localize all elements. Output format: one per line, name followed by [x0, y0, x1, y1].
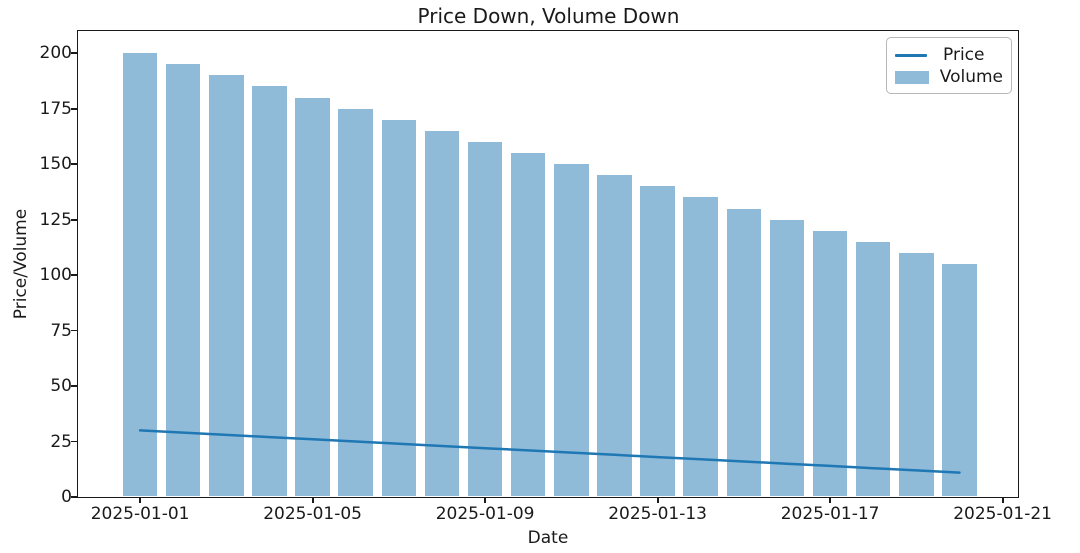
- price-line-path: [138, 429, 961, 474]
- y-tick-mark: [71, 329, 77, 332]
- y-tick-label: 200: [39, 43, 72, 64]
- y-tick-label: 125: [39, 209, 72, 230]
- y-tick-mark: [71, 163, 77, 166]
- y-tick-mark: [71, 107, 77, 110]
- x-tick-mark: [1001, 497, 1004, 503]
- y-tick-mark: [71, 440, 77, 443]
- volume-bar: [726, 208, 762, 496]
- y-tick-label: 150: [39, 154, 72, 175]
- y-tick-mark: [71, 385, 77, 387]
- volume-bar: [424, 130, 460, 496]
- x-tick-mark: [484, 497, 486, 503]
- volume-bar: [855, 241, 891, 496]
- volume-bar: [510, 153, 546, 496]
- y-tick-label: 100: [39, 265, 72, 286]
- x-tick-mark: [139, 497, 141, 503]
- y-tick-label: 0: [61, 487, 72, 507]
- y-tick-label: 25: [50, 431, 72, 452]
- x-tick-label: 2025-01-21: [953, 504, 1052, 524]
- x-tick-label: 2025-01-05: [263, 504, 362, 524]
- volume-bar: [812, 230, 848, 496]
- x-tick-label: 2025-01-17: [780, 504, 880, 524]
- legend-line-swatch: [895, 54, 927, 57]
- legend-swatch-wrap: [895, 71, 932, 84]
- x-tick-mark: [311, 497, 314, 503]
- volume-bar: [295, 97, 330, 496]
- y-tick-label: 50: [50, 376, 72, 397]
- y-tick-label: 175: [39, 98, 72, 119]
- volume-bar: [899, 252, 934, 496]
- x-tick-mark: [829, 497, 831, 503]
- legend-item-price: Price: [895, 45, 1003, 66]
- x-tick-label: 2025-01-13: [608, 504, 707, 524]
- y-tick-mark: [71, 274, 77, 276]
- y-tick-mark: [71, 496, 77, 498]
- volume-bar: [640, 186, 675, 496]
- volume-bar: [683, 197, 718, 496]
- price-line: [138, 429, 961, 474]
- volume-bar: [209, 75, 244, 496]
- legend-label-volume: Volume: [939, 67, 1003, 87]
- legend-item-volume: Volume: [895, 67, 1003, 88]
- x-axis-label: Date: [527, 528, 569, 548]
- volume-bar: [597, 175, 632, 496]
- volume-bar: [338, 108, 373, 496]
- chart-title: Price Down, Volume Down: [417, 4, 680, 28]
- volume-bar: [942, 264, 977, 496]
- y-tick-mark: [71, 52, 77, 55]
- plot-area: [77, 30, 1019, 498]
- legend: Price Volume: [886, 37, 1012, 94]
- volume-bar: [122, 53, 158, 496]
- volume-bar: [381, 119, 417, 496]
- legend-patch-swatch: [895, 71, 929, 84]
- volume-bar: [769, 219, 805, 496]
- legend-label-price: Price: [943, 45, 985, 65]
- x-tick-label: 2025-01-01: [90, 504, 190, 524]
- y-tick-label: 75: [50, 320, 72, 341]
- volume-bar: [252, 86, 287, 496]
- y-tick-mark: [71, 218, 77, 221]
- x-tick-label: 2025-01-09: [435, 504, 535, 524]
- volume-bar: [165, 64, 201, 496]
- x-tick-mark: [656, 497, 659, 503]
- volume-bar: [467, 141, 503, 496]
- volume-bar: [554, 164, 589, 496]
- legend-swatch-wrap: [895, 54, 935, 57]
